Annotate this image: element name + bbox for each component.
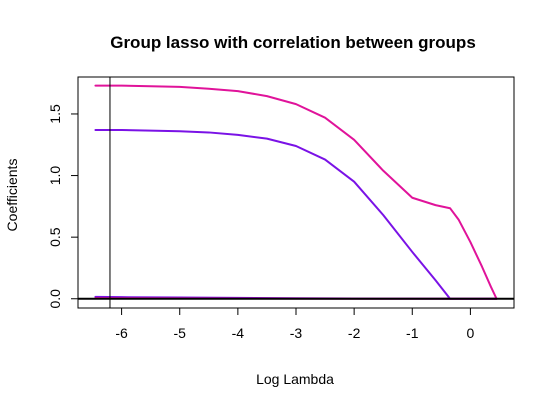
y-tick-label: 1.5 [47,104,63,124]
x-tick-label: -4 [232,325,245,341]
y-tick-label: 0.0 [47,289,63,309]
y-tick-label: 0.5 [47,227,63,247]
plot-frame [77,76,515,309]
x-tick-label: -6 [115,325,128,341]
x-tick-label: 0 [467,325,475,341]
x-tick-label: -3 [290,325,303,341]
x-axis-label: Log Lambda [256,371,334,387]
coefficient-path [94,84,498,300]
x-tick-label: -2 [348,325,361,341]
x-tick-label: -1 [406,325,419,341]
y-axis-label: Coefficients [4,159,20,232]
coefficient-path [94,128,498,300]
y-tick-label: 1.0 [47,166,63,186]
chart-title: Group lasso with correlation between gro… [110,33,476,52]
plot-layer: -6 -5 -4 -3 -2 -1 0 0.0 0.5 1.0 1.5 [47,76,515,341]
x-tick-label: -5 [174,325,187,341]
